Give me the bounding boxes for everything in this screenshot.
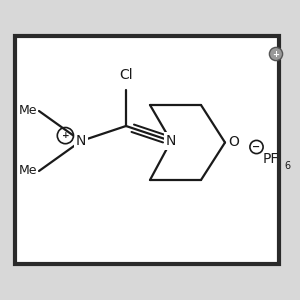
Text: N: N (76, 134, 86, 148)
Text: N: N (166, 134, 176, 148)
Text: PF: PF (262, 152, 279, 166)
Text: Me: Me (19, 164, 38, 178)
Text: Cl: Cl (119, 68, 133, 82)
Text: −: − (252, 142, 261, 152)
Text: +: + (61, 131, 69, 140)
Text: Me: Me (19, 104, 38, 118)
Text: 6: 6 (284, 160, 290, 171)
Text: O: O (229, 136, 239, 149)
Circle shape (269, 47, 283, 61)
Text: +: + (272, 50, 280, 58)
